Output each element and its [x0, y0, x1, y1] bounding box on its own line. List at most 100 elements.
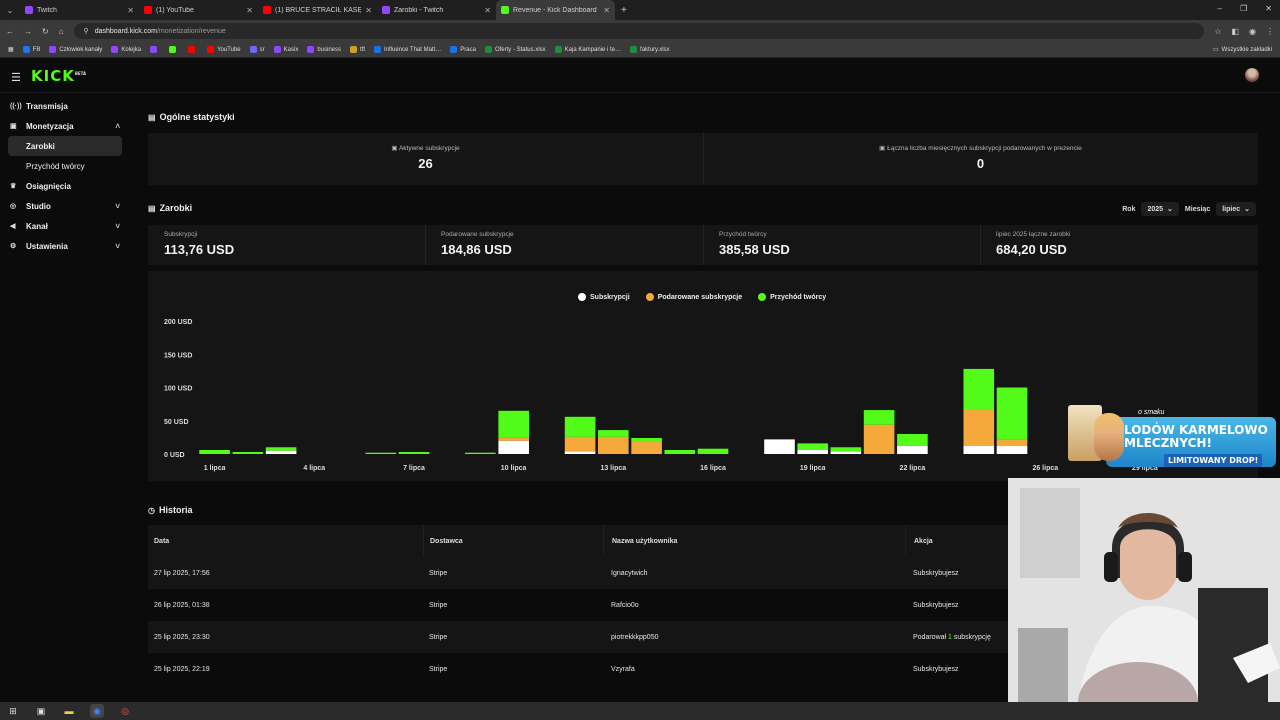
sidebar-item-studio[interactable]: ◎ Studio ˅ — [8, 196, 122, 216]
bar-segment[interactable] — [498, 437, 529, 441]
bar-segment[interactable] — [963, 368, 995, 410]
profile-icon[interactable]: ◉ — [1249, 26, 1256, 36]
bookmark-item[interactable]: Człowiek kanały — [49, 46, 102, 53]
bar-segment[interactable] — [265, 450, 297, 454]
bar-segment[interactable] — [232, 452, 264, 454]
bookmark-item[interactable]: Kasix — [273, 46, 298, 53]
bar-segment[interactable] — [996, 439, 1028, 447]
sidebar-item-ustawienia[interactable]: ⚙ Ustawienia ˅ — [8, 236, 122, 256]
bookmark-item[interactable]: sr — [249, 46, 265, 53]
bar-segment[interactable] — [199, 450, 230, 454]
col-action[interactable]: Akcja — [905, 525, 1018, 557]
bookmark-item[interactable]: FB — [22, 46, 40, 53]
bar-segment[interactable] — [598, 436, 629, 454]
bookmark-item[interactable] — [169, 46, 179, 53]
bookmark-item[interactable]: business — [307, 46, 341, 53]
browser-tab[interactable]: Revenue - Kick Dashboard ✕ — [496, 0, 615, 20]
minimize-icon[interactable]: – — [1217, 4, 1223, 13]
table-row[interactable]: 26 lip 2025, 01:38 Stripe Rafcio0o Subsk… — [148, 589, 1018, 621]
bookmark-item[interactable]: tft — [350, 46, 365, 53]
close-window-icon[interactable]: ✕ — [1265, 4, 1272, 13]
bookmark-star-icon[interactable]: ☆ — [1214, 26, 1222, 36]
bookmark-item[interactable] — [150, 46, 160, 53]
sidebar-item-osiągnięcia[interactable]: ♛ Osiągnięcia — [8, 176, 122, 196]
browser-tab[interactable]: Zarobki - Twitch ✕ — [377, 0, 496, 20]
tab-close-icon[interactable]: ✕ — [365, 5, 372, 15]
bar-segment[interactable] — [631, 442, 662, 454]
bar-segment[interactable] — [564, 416, 596, 437]
sidebar-item-kanał[interactable]: ◀ Kanał ˅ — [8, 216, 122, 236]
chevron-down-icon[interactable]: ˅ — [115, 201, 120, 211]
bookmark-item[interactable]: Praca — [450, 46, 476, 53]
bar-segment[interactable] — [897, 446, 928, 454]
url-field[interactable]: ⚲ dashboard.kick.com /monetization/reven… — [73, 23, 1205, 39]
browser-tab[interactable]: (1) YouTube ✕ — [139, 0, 258, 20]
bookmark-item[interactable]: faktury.xlsx — [630, 46, 670, 53]
tab-close-icon[interactable]: ✕ — [603, 5, 610, 15]
chrome-icon[interactable]: ◉ — [90, 704, 104, 718]
tab-close-icon[interactable]: ✕ — [246, 5, 253, 15]
bookmark-item[interactable]: YouTube — [207, 46, 241, 53]
bookmark-item[interactable]: Kolejka — [111, 46, 141, 53]
bar-segment[interactable] — [897, 434, 928, 446]
recorder-app-icon[interactable]: ◎ — [121, 705, 129, 716]
month-select[interactable]: lipiec ⌄ — [1216, 202, 1256, 216]
bar-segment[interactable] — [265, 447, 297, 451]
year-select[interactable]: 2025 ⌄ — [1141, 202, 1179, 216]
bar-segment[interactable] — [398, 452, 430, 454]
bar-segment[interactable] — [465, 452, 496, 454]
table-row[interactable]: 25 lip 2025, 23:30 Stripe piotrekkkpp050… — [148, 621, 1018, 653]
bar-segment[interactable] — [564, 436, 596, 452]
bookmark-item[interactable] — [188, 46, 198, 53]
site-info-icon[interactable]: ⚲ — [83, 28, 89, 35]
apps-grid-icon[interactable]: ▦ — [8, 47, 14, 53]
bar-segment[interactable] — [830, 451, 862, 454]
browser-tab[interactable]: Twitch ✕ — [20, 0, 139, 20]
new-tab-button[interactable]: + — [621, 4, 627, 16]
bar-segment[interactable] — [697, 448, 729, 454]
bar-segment[interactable] — [498, 410, 529, 438]
sidebar-item-przychód-twórcy[interactable]: Przychód twórcy — [8, 156, 122, 176]
sidebar-item-monetyzacja[interactable]: ▣ Monetyzacja ˄ — [8, 116, 122, 136]
bar-segment[interactable] — [365, 452, 397, 454]
bar-segment[interactable] — [564, 451, 596, 454]
chevron-down-icon[interactable]: ˅ — [115, 221, 120, 231]
legend-item[interactable]: Podarowane subskrypcje — [645, 293, 742, 301]
reload-icon[interactable]: ↻ — [42, 26, 49, 36]
home-icon[interactable]: ⌂ — [58, 26, 64, 36]
bookmark-item[interactable]: Oferty - Status.xlsx — [484, 46, 546, 53]
tab-close-icon[interactable]: ✕ — [127, 5, 134, 15]
browser-tab[interactable]: (1) BRUCE STRACIŁ KASĘ? MER… ✕ — [258, 0, 377, 20]
bar-segment[interactable] — [797, 450, 828, 454]
bar-segment[interactable] — [863, 410, 895, 425]
back-icon[interactable]: ← — [6, 26, 14, 36]
extensions-icon[interactable]: ◧ — [1231, 26, 1240, 36]
user-avatar[interactable] — [1245, 68, 1259, 82]
table-row[interactable]: 25 lip 2025, 22:19 Stripe Vzyrafa Subskr… — [148, 653, 1018, 685]
all-bookmarks[interactable]: ▭ Wszystkie zakładki — [1212, 46, 1272, 54]
col-provider[interactable]: Dostawca — [423, 525, 603, 557]
sidebar-item-zarobki[interactable]: Zarobki — [8, 136, 122, 156]
col-date[interactable]: Data — [154, 537, 170, 545]
bar-segment[interactable] — [863, 424, 895, 454]
bookmark-item[interactable]: Influence That Matt… — [374, 46, 441, 53]
bar-segment[interactable] — [963, 409, 995, 446]
bar-segment[interactable] — [797, 443, 828, 450]
menu-icon[interactable]: ☰ — [11, 72, 21, 84]
bar-segment[interactable] — [830, 447, 862, 452]
browser-menu-icon[interactable]: ⋮ — [1266, 26, 1274, 36]
bar-segment[interactable] — [963, 446, 995, 454]
bookmark-item[interactable]: Kaja Kampanie i te… — [554, 46, 621, 53]
task-view-icon[interactable]: ▣ — [36, 705, 46, 716]
tab-search-icon[interactable]: ⌄ — [6, 5, 14, 15]
bar-segment[interactable] — [631, 438, 662, 442]
sidebar-item-transmisja[interactable]: ((·)) Transmisja — [8, 96, 122, 116]
bar-segment[interactable] — [598, 430, 629, 437]
bar-segment[interactable] — [996, 446, 1028, 454]
maximize-icon[interactable]: ❐ — [1240, 4, 1248, 13]
legend-item[interactable]: Subskrypcji — [578, 293, 630, 301]
bar-segment[interactable] — [764, 439, 795, 454]
bar-segment[interactable] — [996, 387, 1028, 440]
bar-segment[interactable] — [498, 440, 529, 454]
forward-icon[interactable]: → — [24, 26, 32, 36]
